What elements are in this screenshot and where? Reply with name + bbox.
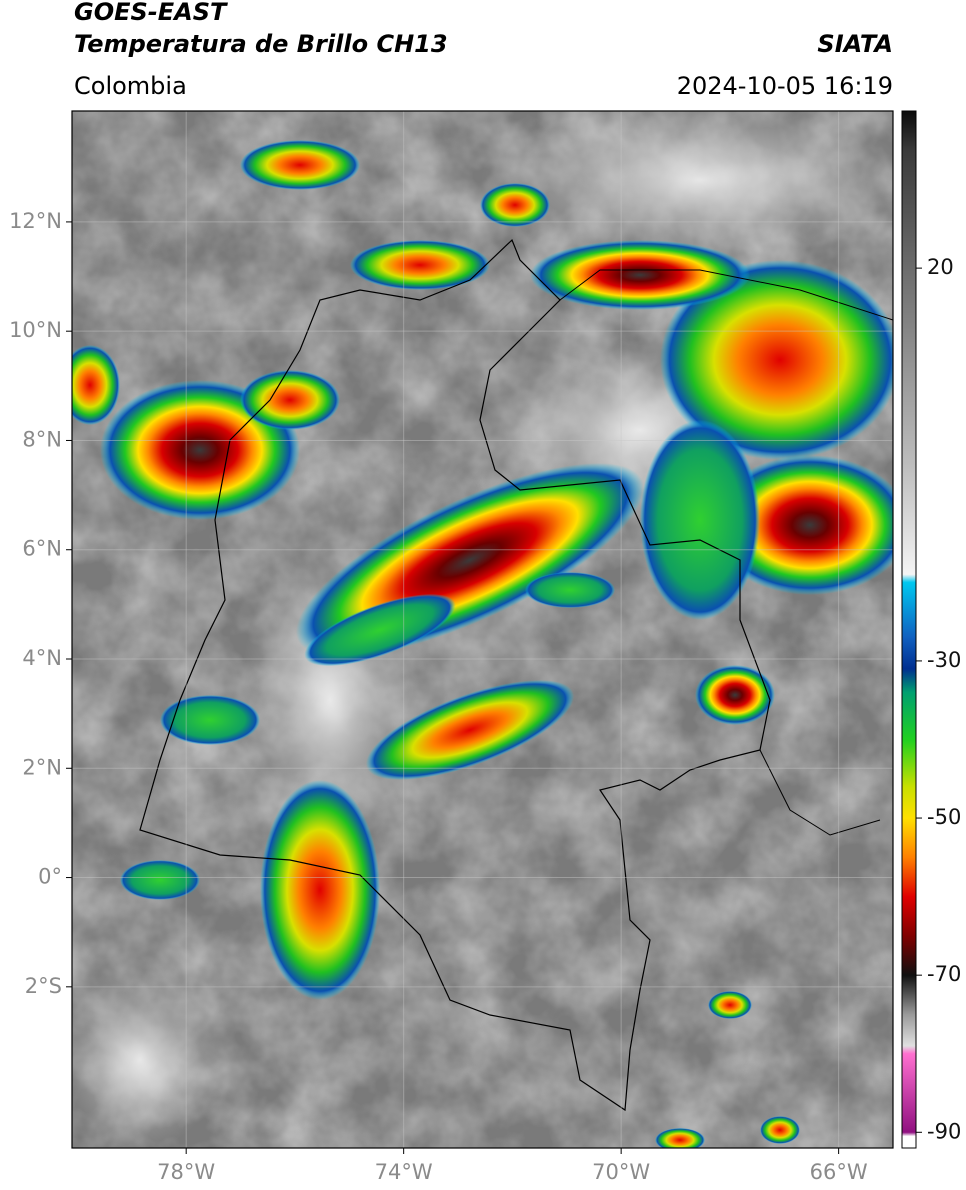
colorbar-tick-label: -70 [927,962,961,986]
cloud-cell [708,991,752,1019]
colorbar-tick-label: -50 [927,805,961,829]
y-tick-label: 2°S [25,974,62,998]
x-tick-label: 78°W [157,1160,215,1184]
y-tick-label: 10°N [9,318,62,342]
colorbar [901,110,917,1149]
storm [530,240,750,310]
map-image [72,111,893,1148]
colorbar-tick-label: 20 [927,255,954,279]
y-tick-label: 2°N [22,755,62,779]
storm [365,680,575,780]
cloud-cell [655,1128,705,1148]
border [559,269,893,836]
y-tick-label: 8°N [22,427,62,451]
map-frame [71,110,894,1149]
y-tick-label: 0° [38,865,62,889]
graticule [72,111,893,1148]
subtitle: Temperatura de Brillo CH13 [74,30,448,58]
datetime: 2024-10-05 16:19 [677,72,893,100]
cloud-cell [304,593,456,667]
storm [260,780,380,1000]
y-tick-label: 4°N [22,646,62,670]
haze [480,111,893,260]
x-tick-label: 74°W [375,1160,433,1184]
x-tick-label: 66°W [810,1160,868,1184]
country-border [139,238,771,1112]
storm [72,345,120,425]
y-tick-label: 6°N [22,537,62,561]
storm [480,183,550,227]
region: Colombia [74,72,187,100]
source: SIATA [817,30,893,58]
cloud-cell [120,860,200,900]
title: GOES-EAST [74,0,228,26]
storm [350,240,490,290]
storm [240,370,340,430]
cloud-cell [760,1116,800,1144]
cloud-cell [160,695,260,745]
x-tick-label: 70°W [592,1160,650,1184]
y-tick-label: 12°N [9,209,62,233]
storm [240,140,360,190]
storm [695,665,775,725]
storm [660,260,893,460]
colorbar-tick-label: -90 [927,1119,961,1143]
colorbar-tick-label: -30 [927,648,961,672]
cloud-cell [640,420,760,620]
haze [72,970,220,1148]
cloud-cell [525,572,615,608]
